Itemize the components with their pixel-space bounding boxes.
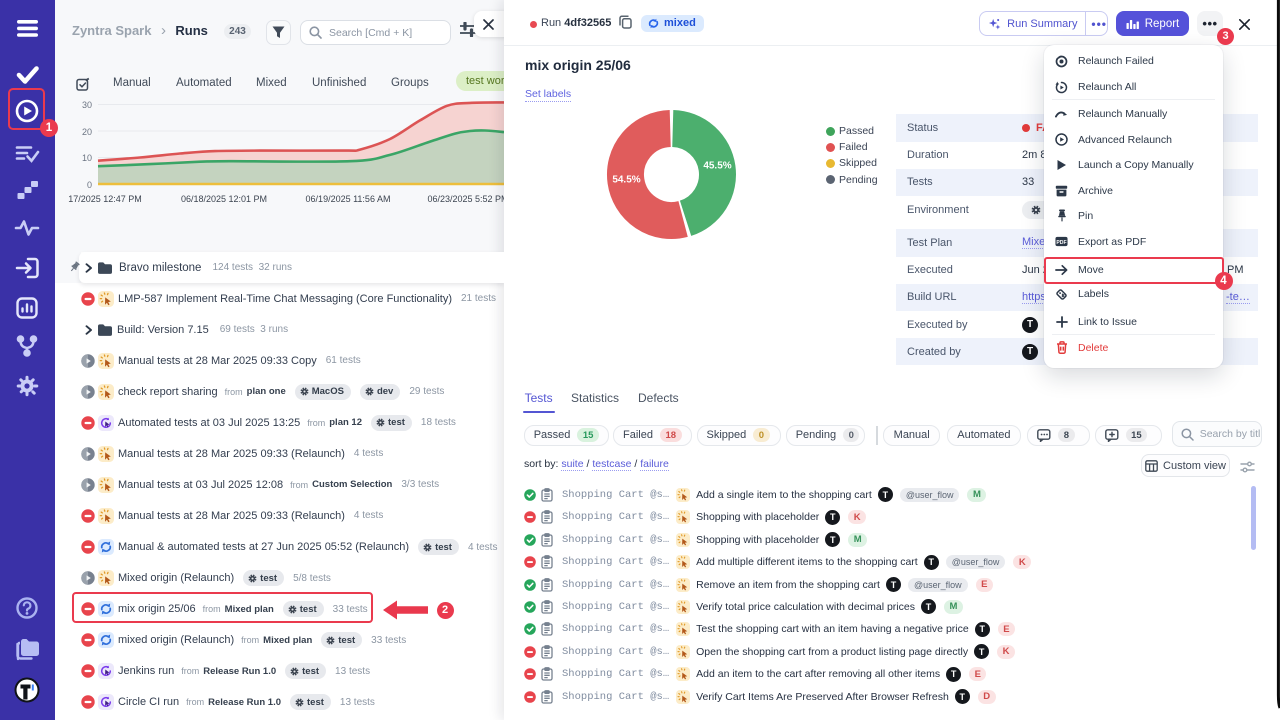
svg-text:45.5%: 45.5% xyxy=(703,161,731,172)
svg-text:PDF: PDF xyxy=(1056,240,1066,246)
svg-text:54.5%: 54.5% xyxy=(612,175,640,186)
svg-text:10: 10 xyxy=(82,153,92,163)
svg-text:30: 30 xyxy=(82,100,92,110)
svg-text:06/23/2025 5:52 PM: 06/23/2025 5:52 PM xyxy=(427,194,504,204)
svg-text:06/19/2025 11:56 AM: 06/19/2025 11:56 AM xyxy=(306,194,391,204)
svg-text:17/2025 12:47 PM: 17/2025 12:47 PM xyxy=(68,194,142,204)
svg-text:06/18/2025 12:01 PM: 06/18/2025 12:01 PM xyxy=(181,194,267,204)
svg-text:20: 20 xyxy=(82,127,92,137)
svg-text:0: 0 xyxy=(87,180,92,190)
